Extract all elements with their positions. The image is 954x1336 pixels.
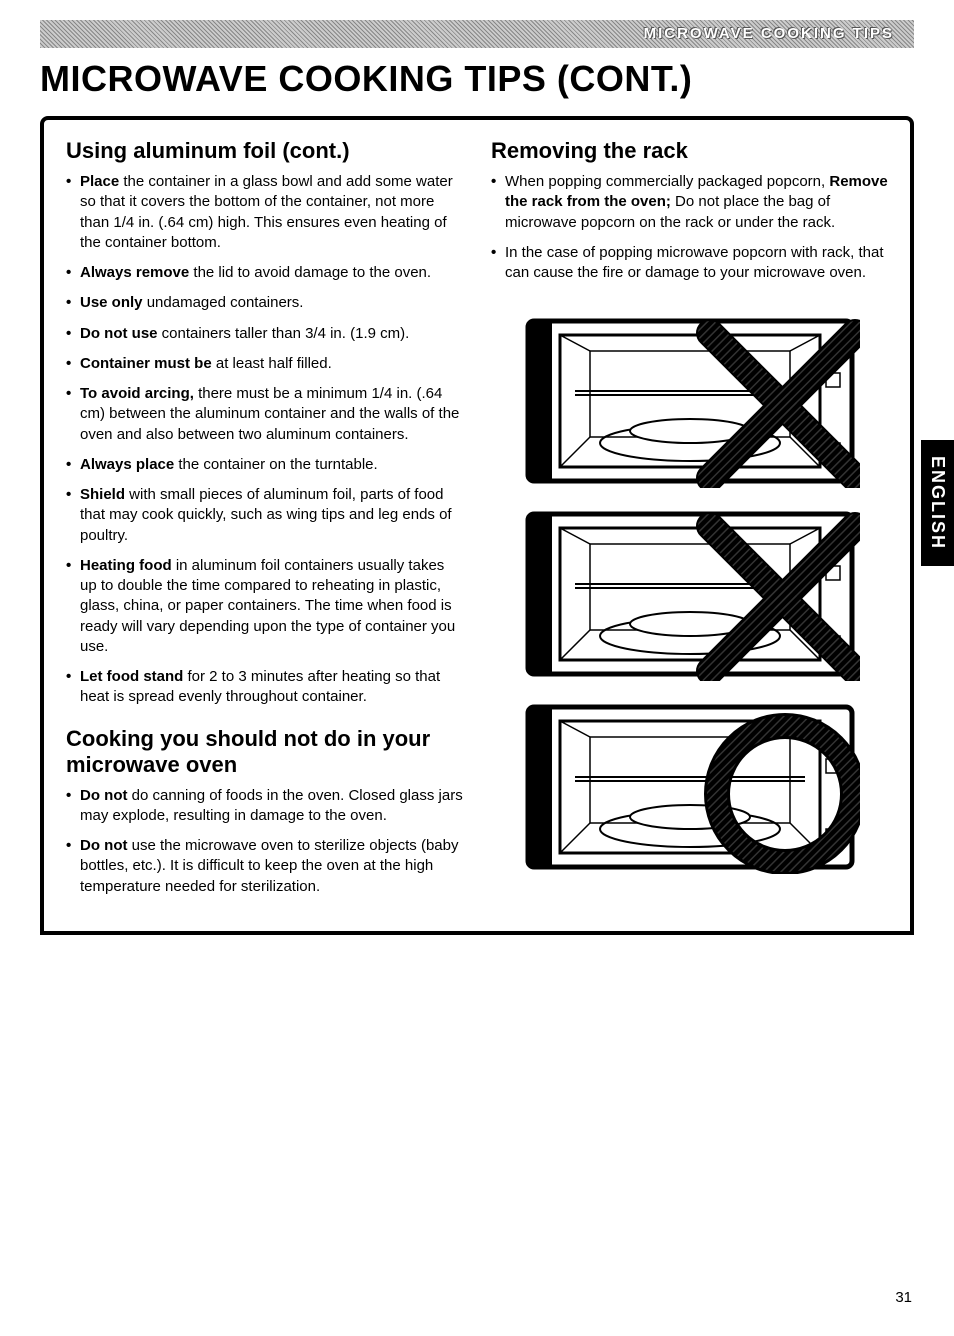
page-title: MICROWAVE COOKING TIPS (CONT.) <box>40 58 914 100</box>
list-text: do canning of foods in the oven. Closed … <box>80 787 463 824</box>
list-item: Let food stand for 2 to 3 minutes after … <box>66 667 463 708</box>
left-column: Using aluminum foil (cont.) Place the co… <box>66 138 463 907</box>
header-bar: MICROWAVE COOKING TIPS <box>40 20 914 48</box>
list-text: the container in a glass bowl and add so… <box>80 173 453 251</box>
list-do-not-cook: Do not do canning of foods in the oven. … <box>66 786 463 897</box>
list-text: containers taller than 3/4 in. (1.9 cm). <box>158 325 410 342</box>
list-text: the lid to avoid damage to the oven. <box>189 264 431 281</box>
microwave-diagram <box>520 506 860 681</box>
list-bold-lead: Let food stand <box>80 668 183 685</box>
list-text: In the case of popping microwave popcorn… <box>505 244 884 281</box>
page-number: 31 <box>895 1289 912 1306</box>
heading-removing-rack: Removing the rack <box>491 138 888 164</box>
list-item: When popping commercially packaged popco… <box>491 172 888 233</box>
list-bold-lead: Do not <box>80 837 127 854</box>
list-bold-lead: Container must be <box>80 355 212 372</box>
list-bold-lead: To avoid arcing, <box>80 385 194 402</box>
list-item: In the case of popping microwave popcorn… <box>491 243 888 284</box>
list-text: use the microwave oven to sterilize obje… <box>80 837 458 895</box>
language-tab-english: ENGLISH <box>921 440 954 566</box>
list-bold-lead: Shield <box>80 486 125 503</box>
heading-aluminum-foil: Using aluminum foil (cont.) <box>66 138 463 164</box>
microwave-diagram <box>520 313 860 488</box>
list-bold-lead: Place <box>80 173 119 190</box>
content-box: Using aluminum foil (cont.) Place the co… <box>40 116 914 935</box>
list-item: Place the container in a glass bowl and … <box>66 172 463 253</box>
list-item: Do not use containers taller than 3/4 in… <box>66 324 463 344</box>
diagram-stack <box>491 313 888 874</box>
list-aluminum-foil: Place the container in a glass bowl and … <box>66 172 463 708</box>
microwave-diagram <box>520 699 860 874</box>
list-bold-lead: Always place <box>80 456 174 473</box>
right-column: Removing the rack When popping commercia… <box>491 138 888 907</box>
list-text: with small pieces of aluminum foil, part… <box>80 486 452 544</box>
list-text: the container on the turntable. <box>174 456 377 473</box>
list-text: When popping commercially packaged popco… <box>505 173 829 190</box>
list-bold-lead: Always remove <box>80 264 189 281</box>
list-text: undamaged containers. <box>143 294 304 311</box>
list-item: Do not do canning of foods in the oven. … <box>66 786 463 827</box>
list-item: Always remove the lid to avoid damage to… <box>66 263 463 283</box>
list-item: Always place the container on the turnta… <box>66 455 463 475</box>
list-removing-rack: When popping commercially packaged popco… <box>491 172 888 283</box>
list-bold-lead: Do not use <box>80 325 158 342</box>
heading-do-not-cook: Cooking you should not do in your microw… <box>66 726 463 778</box>
list-item: Shield with small pieces of aluminum foi… <box>66 485 463 546</box>
list-item: Do not use the microwave oven to sterili… <box>66 836 463 897</box>
list-item: Use only undamaged containers. <box>66 293 463 313</box>
list-bold-lead: Heating food <box>80 557 172 574</box>
list-bold-lead: Do not <box>80 787 127 804</box>
list-bold-lead: Use only <box>80 294 143 311</box>
list-text: at least half filled. <box>212 355 332 372</box>
list-item: To avoid arcing, there must be a minimum… <box>66 384 463 445</box>
list-item: Container must be at least half filled. <box>66 354 463 374</box>
list-item: Heating food in aluminum foil containers… <box>66 556 463 657</box>
